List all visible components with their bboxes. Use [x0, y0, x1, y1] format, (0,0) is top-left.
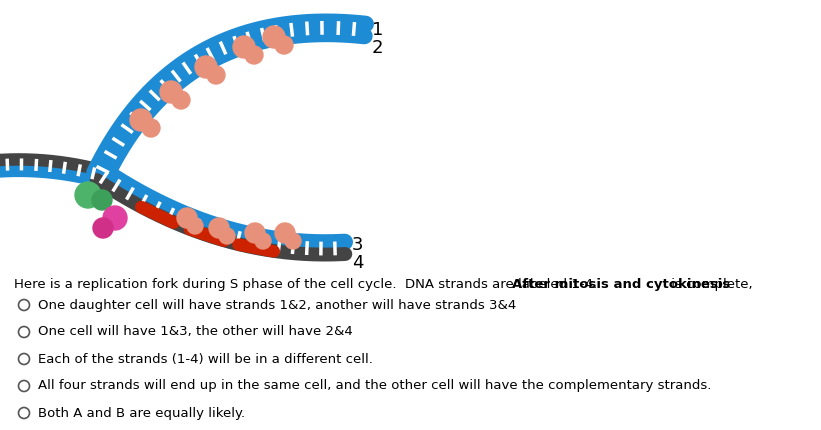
Text: After mitosis and cytokinesis: After mitosis and cytokinesis — [511, 278, 730, 291]
Circle shape — [177, 208, 197, 228]
Circle shape — [195, 56, 217, 78]
Circle shape — [93, 218, 113, 238]
Text: Here is a replication fork during S phase of the cell cycle.  DNA strands are la: Here is a replication fork during S phas… — [14, 278, 610, 291]
Circle shape — [245, 46, 263, 64]
Circle shape — [207, 66, 225, 84]
Circle shape — [209, 218, 229, 238]
Circle shape — [75, 182, 101, 208]
Circle shape — [130, 109, 152, 131]
Circle shape — [92, 190, 112, 210]
Circle shape — [233, 36, 255, 58]
Circle shape — [245, 223, 265, 243]
Text: One daughter cell will have strands 1&2, another will have strands 3&4: One daughter cell will have strands 1&2,… — [39, 298, 516, 311]
Text: 3: 3 — [352, 236, 364, 254]
Circle shape — [285, 233, 301, 249]
Text: One cell will have 1&3, the other will have 2&4: One cell will have 1&3, the other will h… — [39, 326, 353, 338]
Circle shape — [142, 119, 160, 137]
Text: Both A and B are equally likely.: Both A and B are equally likely. — [39, 406, 245, 420]
Circle shape — [255, 233, 271, 249]
Circle shape — [275, 36, 293, 54]
Circle shape — [263, 26, 285, 48]
Text: All four strands will end up in the same cell, and the other cell will have the : All four strands will end up in the same… — [39, 380, 712, 393]
Text: 4: 4 — [352, 254, 364, 272]
Circle shape — [103, 206, 127, 230]
Circle shape — [219, 228, 235, 244]
Circle shape — [275, 223, 295, 243]
Text: 1: 1 — [372, 21, 383, 39]
Circle shape — [187, 218, 203, 234]
Text: 2: 2 — [372, 39, 383, 57]
Circle shape — [172, 91, 190, 109]
Text: is complete,: is complete, — [667, 278, 752, 291]
Text: Each of the strands (1-4) will be in a different cell.: Each of the strands (1-4) will be in a d… — [39, 353, 374, 366]
Circle shape — [160, 81, 182, 103]
